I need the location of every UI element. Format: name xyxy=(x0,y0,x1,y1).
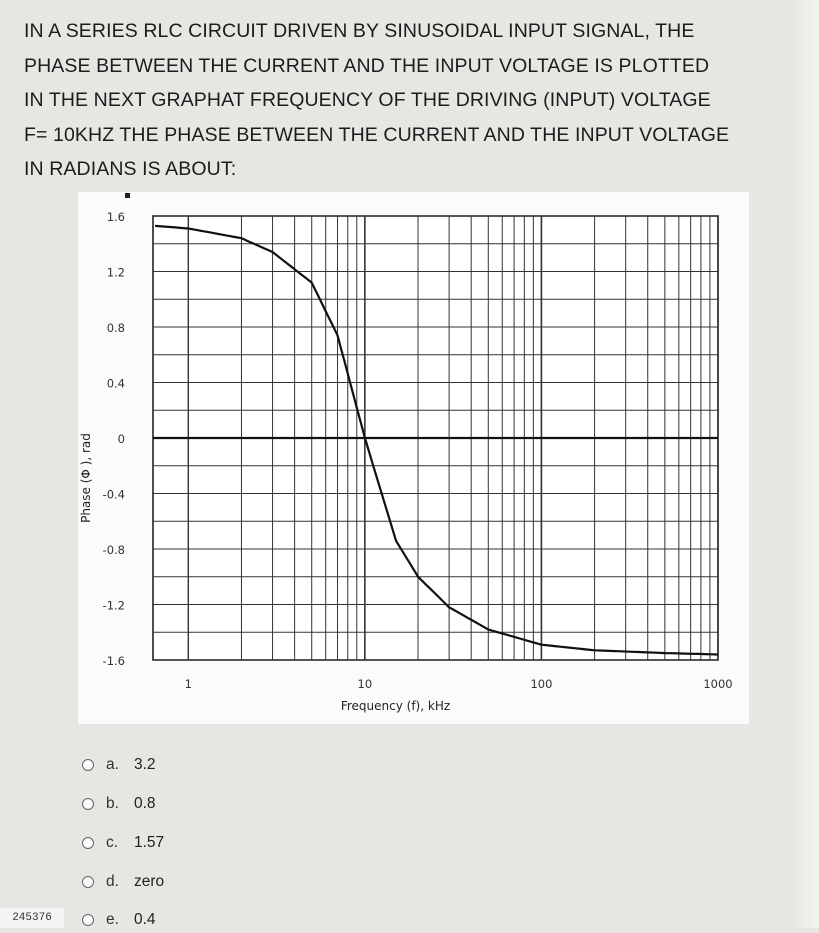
x-tick-label: 1000 xyxy=(703,677,732,691)
y-axis-title: Phase (Φ ), rad xyxy=(79,433,93,523)
question-line: IN RADIANS IS ABOUT: xyxy=(24,158,237,180)
screen-edge xyxy=(789,0,819,928)
y-tick-label: 0.8 xyxy=(107,321,125,335)
x-axis-title: Frequency (f), kHz xyxy=(341,699,450,713)
chart-series xyxy=(155,224,719,656)
y-tick-label: 1.2 xyxy=(107,266,125,280)
y-tick-label: 0.4 xyxy=(107,377,125,391)
chart-axes xyxy=(125,193,718,440)
option-value: 1.57 xyxy=(134,834,165,851)
y-tick-label: -1.2 xyxy=(103,599,125,613)
question-line: IN THE NEXT GRAPHAT FREQUENCY OF THE DRI… xyxy=(24,89,711,111)
y-tick-label: 1.6 xyxy=(107,210,125,224)
option-value: 0.8 xyxy=(134,795,156,812)
y-tick-label: 0 xyxy=(118,432,125,446)
question-text: IN A SERIES RLC CIRCUIT DRIVEN BY SINUSO… xyxy=(24,14,814,187)
radio-icon[interactable] xyxy=(82,759,94,771)
option-c[interactable]: c. 1.57 xyxy=(82,830,282,856)
phase-chart: 1.6 1.2 0.8 0.4 0 -0.4 -0.8 -1.2 -1.6 1 10 100 1000 F… xyxy=(78,192,749,724)
option-letter: c. xyxy=(106,834,119,851)
y-tick-label: -0.4 xyxy=(103,488,125,502)
question-line: F= 10KHZ THE PHASE BETWEEN THE CURRENT A… xyxy=(24,123,730,146)
chart-labels: 1.6 1.2 0.8 0.4 0 -0.4 -0.8 -1.2 -1.6 1 10 100 1000 F… xyxy=(79,210,733,713)
radio-icon[interactable] xyxy=(82,798,94,810)
option-e[interactable]: e. 0.4 xyxy=(82,907,282,933)
option-letter: e. xyxy=(106,911,119,928)
y-tick-label: -1.6 xyxy=(103,654,125,668)
option-letter: a. xyxy=(106,756,119,773)
radio-icon[interactable] xyxy=(82,914,94,926)
option-letter: d. xyxy=(106,873,119,890)
option-d[interactable]: d. zero xyxy=(82,869,282,895)
question-line: PHASE BETWEEN THE CURRENT AND THE INPUT … xyxy=(24,54,710,77)
option-value: 0.4 xyxy=(134,911,156,928)
x-tick-label: 10 xyxy=(358,677,373,691)
option-a[interactable]: a. 3.2 xyxy=(82,752,282,778)
phase-chart-svg: 1.6 1.2 0.8 0.4 0 -0.4 -0.8 -1.2 -1.6 1 10 100 1000 F… xyxy=(79,193,733,713)
radio-icon[interactable] xyxy=(82,876,94,888)
option-letter: b. xyxy=(106,795,119,812)
page-id-label: 245376 xyxy=(0,908,64,928)
x-tick-label: 100 xyxy=(530,677,552,691)
option-b[interactable]: b. 0.8 xyxy=(82,791,282,817)
marker-dot xyxy=(125,193,130,198)
option-value: zero xyxy=(134,873,165,890)
radio-icon[interactable] xyxy=(82,837,94,849)
x-tick-label: 1 xyxy=(185,677,192,691)
phase-curve xyxy=(155,224,719,656)
option-value: 3.2 xyxy=(134,756,156,773)
y-tick-label: -0.8 xyxy=(103,543,125,557)
question-line: IN A SERIES RLC CIRCUIT DRIVEN BY SINUSO… xyxy=(24,20,695,42)
